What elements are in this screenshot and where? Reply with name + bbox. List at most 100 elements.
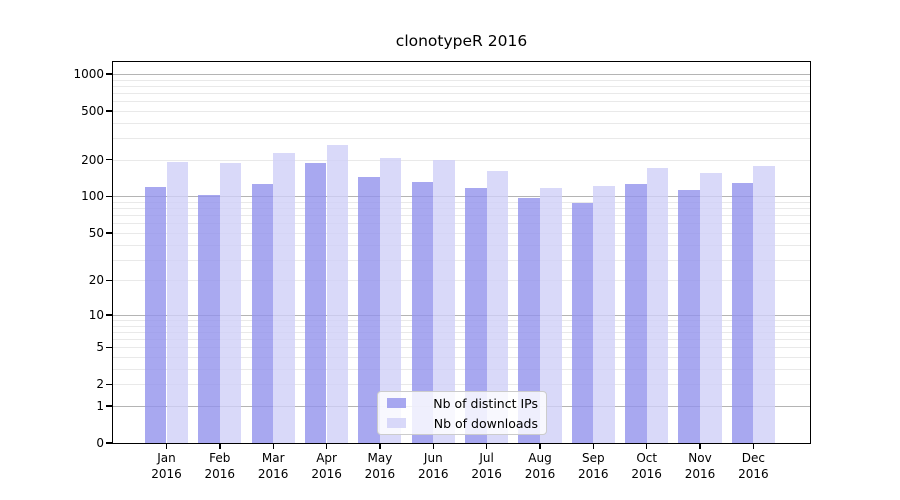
x-tick-label-sep: Sep 2016 bbox=[578, 451, 609, 481]
x-tick-label-dec: Dec 2016 bbox=[738, 451, 769, 481]
bar-distinct-ips-feb bbox=[198, 194, 220, 443]
y-tick-5 bbox=[106, 346, 112, 348]
y-tick-label-2: 2 bbox=[96, 377, 104, 392]
gridline-minor-8 bbox=[113, 325, 810, 327]
x-tick-label-apr: Apr 2016 bbox=[311, 451, 342, 481]
bar-downloads-mar bbox=[273, 152, 295, 443]
gridline-minor-5 bbox=[113, 347, 810, 349]
bar-downloads-oct bbox=[646, 168, 669, 443]
gridline-minor-7 bbox=[113, 331, 810, 333]
bar-downloads-may bbox=[379, 158, 402, 443]
bar-distinct-ips-sep bbox=[571, 202, 594, 443]
y-tick-label-50: 50 bbox=[88, 225, 104, 240]
y-tick-0 bbox=[106, 442, 112, 444]
x-tick-feb bbox=[219, 443, 221, 449]
y-tick-10 bbox=[106, 314, 112, 316]
gridline-minor-200 bbox=[113, 159, 810, 161]
bar-distinct-ips-apr bbox=[304, 163, 327, 443]
bar-downloads-jan bbox=[166, 162, 189, 443]
y-tick-label-0: 0 bbox=[96, 436, 104, 450]
x-tick-label-mar: Mar 2016 bbox=[257, 451, 289, 481]
y-tick-200 bbox=[106, 159, 112, 161]
bar-downloads-jun bbox=[433, 159, 455, 443]
y-tick-2 bbox=[106, 383, 112, 385]
y-tick-1 bbox=[106, 405, 112, 407]
gridline-minor-3 bbox=[113, 368, 810, 370]
x-tick-apr bbox=[325, 443, 328, 449]
y-tick-label-500: 500 bbox=[81, 103, 104, 118]
x-tick-jun bbox=[432, 443, 434, 449]
gridline-minor-30 bbox=[113, 259, 810, 261]
y-tick-1000 bbox=[106, 73, 112, 75]
bar-distinct-ips-nov bbox=[678, 190, 700, 443]
legend-row-distinct-ips: Nb of distinct IPs bbox=[386, 395, 538, 412]
bar-distinct-ips-may bbox=[358, 176, 380, 443]
gridline-minor-800 bbox=[113, 85, 810, 87]
bar-downloads-aug bbox=[540, 188, 562, 443]
bar-distinct-ips-aug bbox=[518, 198, 540, 443]
x-tick-label-jul: Jul 2016 bbox=[471, 451, 502, 481]
x-tick-aug bbox=[539, 443, 541, 449]
gridline-minor-700 bbox=[113, 92, 810, 94]
legend-swatch-distinct-ips bbox=[387, 398, 406, 408]
x-tick-label-jun: Jun 2016 bbox=[418, 451, 449, 481]
bar-distinct-ips-mar bbox=[251, 184, 274, 443]
y-tick-label-1000: 1000 bbox=[73, 66, 104, 81]
bar-downloads-sep bbox=[593, 185, 615, 443]
gridline-minor-40 bbox=[113, 244, 810, 246]
gridline-minor-20 bbox=[113, 280, 810, 282]
gridline-minor-500 bbox=[113, 110, 810, 112]
gridline-minor-400 bbox=[113, 122, 810, 124]
x-tick-label-may: May 2016 bbox=[364, 451, 396, 481]
gridline-major-100 bbox=[113, 196, 810, 198]
x-tick-label-feb: Feb 2016 bbox=[204, 451, 236, 481]
x-tick-label-aug: Aug 2016 bbox=[524, 451, 556, 481]
legend-label-downloads: Nb of downloads bbox=[433, 415, 538, 431]
x-tick-label-oct: Oct 2016 bbox=[631, 451, 662, 481]
gridline-minor-6 bbox=[113, 339, 810, 340]
bar-downloads-feb bbox=[219, 162, 242, 443]
gridline-minor-90 bbox=[113, 202, 810, 203]
bar-distinct-ips-jan bbox=[144, 186, 167, 443]
bar-distinct-ips-oct bbox=[625, 183, 647, 443]
y-tick-100 bbox=[106, 195, 112, 198]
bar-downloads-nov bbox=[700, 172, 722, 443]
bar-downloads-apr bbox=[326, 145, 349, 443]
bar-downloads-dec bbox=[753, 166, 775, 443]
x-tick-jan bbox=[165, 443, 168, 449]
x-tick-oct bbox=[646, 443, 648, 449]
y-tick-label-200: 200 bbox=[81, 152, 104, 167]
y-tick-label-5: 5 bbox=[96, 340, 104, 355]
gridline-minor-900 bbox=[113, 79, 810, 81]
x-tick-mar bbox=[272, 443, 274, 449]
y-tick-label-100: 100 bbox=[81, 189, 104, 204]
x-tick-label-nov: Nov 2016 bbox=[684, 451, 716, 481]
gridline-minor-50 bbox=[113, 232, 810, 234]
y-tick-500 bbox=[106, 110, 112, 112]
gridline-minor-2 bbox=[113, 384, 810, 386]
y-tick-label-10: 10 bbox=[88, 307, 104, 322]
gridline-major-10 bbox=[113, 314, 810, 316]
legend-row-downloads: Nb of downloads bbox=[386, 415, 538, 432]
gridline-minor-60 bbox=[113, 223, 810, 225]
x-tick-nov bbox=[699, 443, 701, 449]
gridline-minor-300 bbox=[113, 138, 810, 140]
legend: Nb of distinct IPs Nb of downloads bbox=[377, 391, 547, 435]
x-tick-label-jan: Jan 2016 bbox=[151, 451, 182, 481]
bar-distinct-ips-jul bbox=[465, 187, 487, 443]
y-tick-label-1: 1 bbox=[96, 399, 104, 413]
legend-swatch-downloads bbox=[387, 418, 406, 428]
gridline-minor-70 bbox=[113, 215, 810, 217]
y-tick-label-20: 20 bbox=[88, 273, 104, 288]
x-tick-sep bbox=[592, 443, 594, 449]
y-tick-20 bbox=[106, 279, 112, 282]
y-tick-50 bbox=[106, 232, 112, 234]
legend-label-distinct-ips: Nb of distinct IPs bbox=[433, 395, 538, 411]
x-tick-jul bbox=[485, 443, 488, 449]
gridline-major-1000 bbox=[113, 73, 810, 75]
gridline-minor-4 bbox=[113, 357, 810, 358]
x-tick-may bbox=[379, 443, 381, 449]
x-tick-dec bbox=[752, 443, 754, 449]
bar-downloads-jul bbox=[486, 171, 509, 443]
